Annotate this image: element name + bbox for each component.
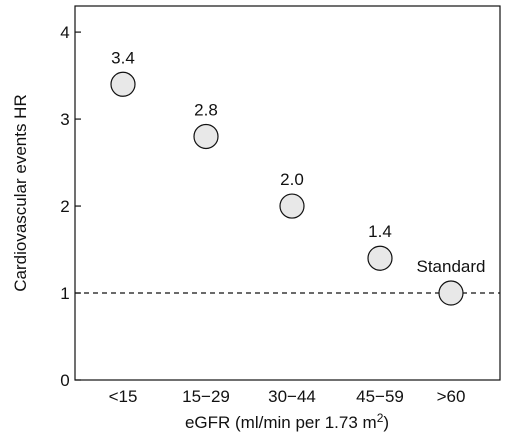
y-tick-label: 2	[60, 197, 69, 216]
data-point	[110, 71, 136, 97]
plot-frame	[74, 5, 501, 381]
data-label: 3.4	[111, 48, 135, 67]
data-point	[367, 245, 393, 271]
y-tick-label: 4	[60, 23, 69, 42]
x-tick-label: >60	[437, 387, 466, 406]
y-axis-ticks: 0 1 2 3 4	[60, 23, 81, 390]
x-axis-label-superscript: 2	[377, 411, 384, 425]
x-axis-label: eGFR (ml/min per 1.73 m2)	[185, 411, 389, 432]
y-axis-label: Cardiovascular events HR	[11, 94, 30, 291]
data-label: 1.4	[368, 222, 392, 241]
x-axis-label-tail: )	[383, 413, 389, 432]
x-tick-label: 30−44	[268, 387, 316, 406]
data-point	[193, 123, 219, 150]
y-tick-label: 0	[60, 371, 69, 390]
data-label: 2.0	[280, 170, 304, 189]
data-points: 3.4 2.8 2.0 1.4 Standard	[110, 48, 486, 306]
data-point	[438, 280, 464, 306]
data-point	[279, 193, 305, 219]
data-label: Standard	[417, 257, 486, 276]
x-tick-label: 45−59	[356, 387, 404, 406]
x-axis-ticks: <15 15−29 30−44 45−59 >60	[109, 387, 466, 406]
x-tick-label: <15	[109, 387, 138, 406]
data-label: 2.8	[194, 100, 218, 119]
y-tick-label: 1	[60, 284, 69, 303]
x-tick-label: 15−29	[182, 387, 230, 406]
y-tick-label: 3	[60, 110, 69, 129]
